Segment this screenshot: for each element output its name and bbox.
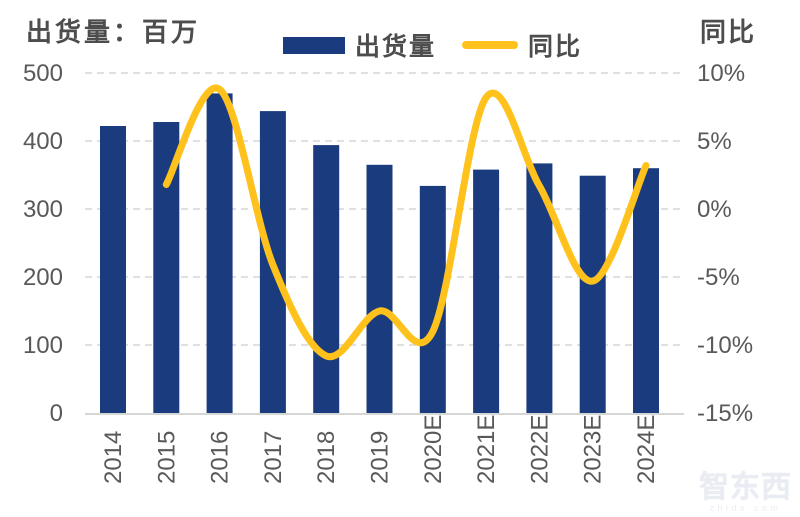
watermark-brand: 智东西 bbox=[699, 470, 792, 506]
svg-text:5%: 5% bbox=[697, 128, 732, 155]
x-tick-2022E: 2022E bbox=[526, 415, 553, 484]
bar-2021E bbox=[473, 169, 500, 413]
x-tick-2024E: 2024E bbox=[633, 415, 660, 484]
x-tick-2016: 2016 bbox=[207, 431, 234, 484]
legend-label-shipments: 出货量 bbox=[355, 32, 437, 61]
bar-2024E bbox=[633, 168, 659, 413]
legend-label-yoy: 同比 bbox=[528, 32, 583, 61]
bar-2016 bbox=[206, 93, 233, 414]
svg-text:0: 0 bbox=[50, 400, 63, 427]
svg-text:400: 400 bbox=[23, 128, 63, 155]
x-tick-2020E: 2020E bbox=[420, 415, 447, 484]
watermark: 智东西 zhidx.com bbox=[699, 472, 792, 513]
bar-series-swatch-icon bbox=[283, 36, 345, 54]
x-tick-2019: 2019 bbox=[367, 431, 394, 484]
svg-text:300: 300 bbox=[23, 196, 63, 223]
left-axis-title: 出货量：百万 bbox=[26, 18, 201, 48]
bar-2018 bbox=[313, 145, 340, 413]
bar-2023E bbox=[579, 175, 606, 413]
svg-text:200: 200 bbox=[23, 264, 63, 291]
watermark-domain: zhidx.com bbox=[709, 502, 782, 513]
svg-text:100: 100 bbox=[23, 332, 63, 359]
svg-text:0%: 0% bbox=[697, 196, 732, 223]
chart-legend: 出货量 同比 bbox=[283, 27, 582, 63]
line-series-swatch-icon bbox=[462, 41, 519, 49]
right-axis-title: 同比 bbox=[700, 18, 757, 48]
svg-text:500: 500 bbox=[23, 60, 63, 87]
legend-item-shipments: 出货量 bbox=[283, 27, 436, 63]
x-tick-2017: 2017 bbox=[260, 431, 287, 484]
x-tick-2015: 2015 bbox=[153, 431, 180, 484]
legend-item-yoy: 同比 bbox=[462, 27, 582, 63]
bar-2014 bbox=[100, 126, 126, 413]
svg-text:-10%: -10% bbox=[697, 332, 753, 359]
svg-text:10%: 10% bbox=[697, 60, 745, 87]
x-tick-2023E: 2023E bbox=[580, 415, 607, 484]
svg-text:-15%: -15% bbox=[697, 400, 753, 427]
x-tick-2018: 2018 bbox=[313, 431, 340, 484]
yoy-line bbox=[162, 84, 650, 361]
svg-text:-5%: -5% bbox=[697, 264, 740, 291]
x-tick-2021E: 2021E bbox=[473, 415, 500, 484]
bar-2019 bbox=[366, 164, 393, 413]
x-tick-2014: 2014 bbox=[100, 431, 127, 484]
